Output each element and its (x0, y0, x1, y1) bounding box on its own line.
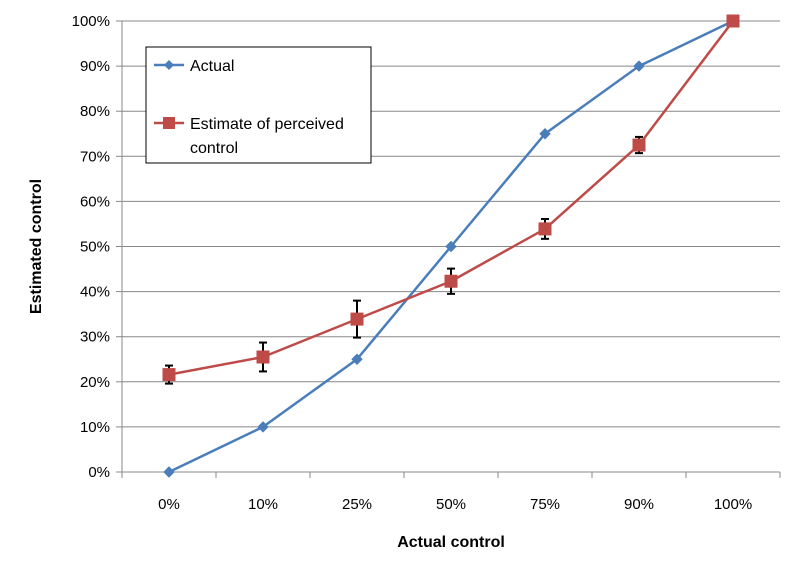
y-tick-label: 80% (80, 103, 110, 120)
y-tick-label: 20% (80, 374, 110, 391)
x-tick-label: 50% (436, 496, 466, 513)
y-tick-label: 40% (80, 284, 110, 301)
data-point-diamond (163, 466, 175, 478)
y-tick-label: 100% (72, 13, 110, 30)
y-axis-title: Estimated control (28, 179, 45, 314)
legend-entry-actual: Actual (154, 58, 234, 75)
data-point-square (538, 222, 552, 236)
y-tick-label: 10% (80, 419, 110, 436)
series-estimate (162, 14, 740, 385)
series-layer (162, 14, 740, 478)
legend-square-marker (163, 117, 175, 129)
x-tick-label: 10% (248, 496, 278, 513)
x-tick-label: 75% (530, 496, 560, 513)
data-point-diamond (257, 421, 269, 433)
legend: Actual Estimate of perceived control (145, 46, 372, 164)
x-tick-labels: 0% 10% 25% 50% 75% 90% 100% (158, 496, 752, 513)
y-tick-label: 60% (80, 193, 110, 210)
data-point-square (726, 14, 740, 28)
y-tick-label: 70% (80, 148, 110, 165)
y-tick-label: 30% (80, 329, 110, 346)
data-point-square (632, 138, 646, 152)
data-point-square (350, 312, 364, 326)
y-tick-label: 0% (88, 464, 110, 481)
y-tick-label: 50% (80, 239, 110, 256)
x-axis-title: Actual control (397, 534, 505, 551)
y-tick-labels: 0% 10% 20% 30% 40% 50% 60% 70% 80% 90% 100% (72, 13, 110, 481)
x-tick-label: 0% (158, 496, 180, 513)
legend-box (145, 46, 372, 164)
legend-label-actual: Actual (190, 58, 234, 75)
x-tick-label: 90% (624, 496, 654, 513)
y-tick-label: 90% (80, 58, 110, 75)
data-point-diamond (445, 240, 457, 253)
x-tick-label: 25% (342, 496, 372, 513)
data-point-square (162, 368, 176, 382)
data-point-square (256, 350, 270, 364)
legend-diamond-marker (164, 60, 174, 70)
axes (121, 21, 781, 478)
x-tick-label: 100% (714, 496, 752, 513)
data-point-square (444, 274, 458, 288)
legend-entry-estimate: Estimate of perceived control (154, 116, 344, 157)
data-point-diamond (539, 128, 551, 140)
data-point-diamond (351, 353, 363, 365)
data-point-diamond (633, 60, 645, 72)
legend-label-estimate: Estimate of perceived control (190, 116, 344, 157)
